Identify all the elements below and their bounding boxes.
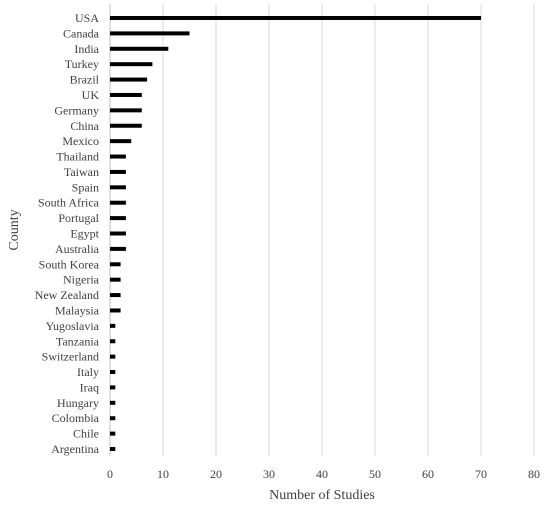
category-label: South Korea [39, 257, 100, 271]
category-label: Brazil [70, 73, 100, 87]
gridlines [162, 4, 535, 456]
bar-china [110, 123, 142, 128]
x-tick-label: 20 [210, 467, 222, 481]
bar-brazil [110, 77, 148, 82]
category-label: Chile [73, 427, 99, 441]
category-label: Yugoslavia [46, 319, 100, 333]
x-tick-label: 60 [422, 467, 434, 481]
category-label: New Zealand [35, 288, 99, 302]
bar-taiwan [110, 169, 126, 174]
bar-nigeria [110, 277, 121, 282]
x-tick-label: 0 [107, 467, 113, 481]
bar-usa [110, 16, 481, 20]
category-label: Spain [72, 180, 99, 194]
category-label: India [74, 42, 99, 56]
y-axis-title: County [7, 209, 22, 250]
category-label: Egypt [70, 227, 99, 241]
x-tick-labels: 0 10 20 30 40 50 60 70 80 [107, 467, 540, 481]
bar-malaysia [110, 308, 121, 313]
bar-india [110, 46, 169, 51]
category-label: UK [82, 88, 100, 102]
x-tick-label: 10 [157, 467, 169, 481]
category-label: Canada [63, 26, 100, 40]
x-tick-label: 50 [369, 467, 381, 481]
bar-tanzania [110, 339, 116, 344]
x-tick-label: 40 [316, 467, 328, 481]
category-label: Mexico [62, 134, 99, 148]
bar-turkey [110, 62, 153, 67]
bar-thailand [110, 154, 126, 159]
category-label: Taiwan [64, 165, 99, 179]
category-label: Tanzania [56, 334, 100, 348]
bar-spain [110, 185, 126, 190]
bar-portugal [110, 216, 126, 221]
category-label: Colombia [52, 411, 100, 425]
category-label: Turkey [65, 57, 99, 71]
bar-new-zealand [110, 293, 121, 298]
category-label: Germany [54, 103, 99, 117]
bar-chile [110, 431, 116, 436]
category-label: Italy [77, 365, 99, 379]
category-label: South Africa [38, 196, 100, 210]
bar-egypt [110, 231, 126, 236]
category-label: Switzerland [42, 350, 99, 364]
category-label: USA [75, 11, 99, 25]
bar-yugoslavia [110, 323, 116, 328]
bar-argentina [110, 447, 116, 451]
category-label: Argentina [51, 442, 99, 456]
bar-hungary [110, 400, 116, 405]
category-label: Nigeria [63, 273, 100, 287]
bars [110, 16, 481, 451]
bar-south-korea [110, 262, 121, 267]
x-tick-label: 70 [475, 467, 487, 481]
x-tick-label: 80 [528, 467, 540, 481]
category-label: Australia [55, 242, 100, 256]
category-label: China [70, 119, 99, 133]
category-label: Hungary [57, 396, 99, 410]
x-tick-label: 30 [263, 467, 275, 481]
bar-mexico [110, 139, 132, 144]
category-label: Portugal [58, 211, 99, 225]
bar-colombia [110, 416, 116, 421]
bar-uk [110, 92, 142, 97]
bar-italy [110, 370, 116, 375]
category-label: Malaysia [55, 303, 100, 317]
category-label: Iraq [80, 380, 99, 394]
bar-south-africa [110, 200, 126, 205]
bar-canada [110, 31, 190, 36]
bar-australia [110, 246, 126, 251]
bar-iraq [110, 385, 116, 390]
bar-germany [110, 108, 142, 113]
x-axis-title: Number of Studies [269, 488, 375, 503]
category-label: Thailand [56, 150, 99, 164]
bar-switzerland [110, 354, 116, 359]
